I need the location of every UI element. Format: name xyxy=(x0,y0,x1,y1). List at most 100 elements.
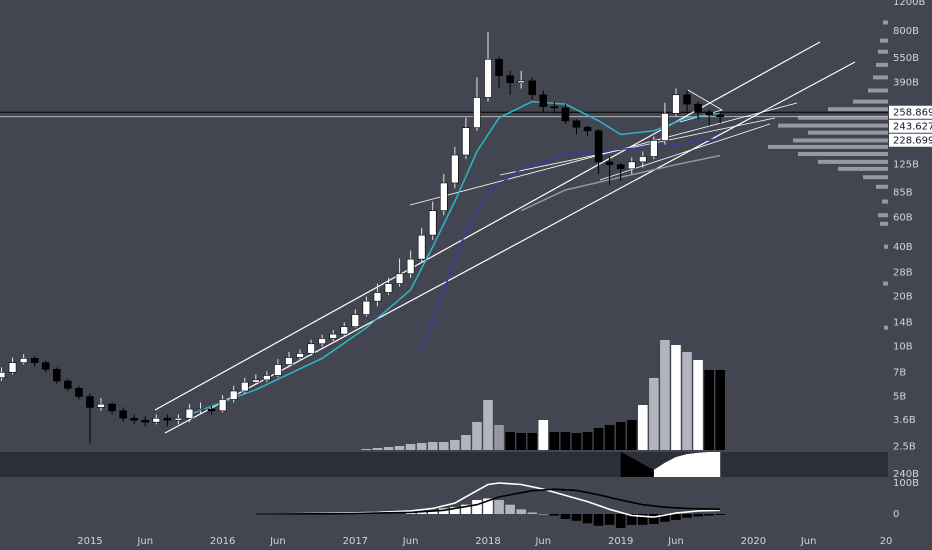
y-tick-label: 1200B xyxy=(893,0,925,8)
histogram-bar xyxy=(638,513,648,525)
candle-body xyxy=(672,94,680,114)
candle-body xyxy=(141,419,150,423)
volume-bar xyxy=(693,360,703,450)
volume xyxy=(361,340,726,450)
trendline xyxy=(409,102,798,206)
y-tick-label: 14B xyxy=(893,317,913,328)
candle-body xyxy=(462,127,470,156)
histogram-bar xyxy=(405,512,416,514)
candle-body xyxy=(0,371,6,378)
profile-bar xyxy=(818,159,888,164)
oscillator xyxy=(255,482,726,528)
histogram-bar xyxy=(704,513,714,516)
y-tick-label: 20B xyxy=(893,292,913,303)
histogram-bar xyxy=(571,513,582,521)
y-tick-label: 5B xyxy=(893,392,906,403)
candle-body xyxy=(340,326,349,335)
profile-bar xyxy=(878,49,888,54)
axes: 1200B 800B 550B 390B 125B 85B 60B 40B 28B 20B 14B 1… xyxy=(77,0,932,547)
y-tick-label: 85B xyxy=(893,187,913,198)
y-tick-label: 800B xyxy=(893,26,919,37)
price-label-box xyxy=(889,105,932,119)
histogram-bar xyxy=(416,511,427,514)
volume-bar xyxy=(505,432,515,450)
profile-bar xyxy=(768,144,888,149)
x-tick-label: Jun xyxy=(136,536,153,547)
profile-bar xyxy=(778,123,888,128)
price-label-box xyxy=(889,133,932,147)
osc-tick-label: 0 xyxy=(893,509,899,520)
y-tick-label: 2.5B xyxy=(893,441,916,452)
candle-body xyxy=(274,364,282,376)
y-tick-label: 10B xyxy=(893,342,913,353)
histogram-bar xyxy=(461,504,471,514)
volume-bar xyxy=(372,448,383,450)
candle-body xyxy=(428,210,437,236)
candle-body xyxy=(384,283,393,293)
histogram-bar xyxy=(527,512,538,514)
candle-body xyxy=(406,258,415,275)
candle-body xyxy=(373,292,382,302)
profile-bar xyxy=(883,281,888,286)
candle-body xyxy=(650,140,658,157)
candle-body xyxy=(108,403,116,412)
histogram-bar xyxy=(693,513,703,517)
volume-bar xyxy=(715,370,726,450)
histogram-bar xyxy=(604,513,615,525)
x-tick-label: 20 xyxy=(880,536,893,547)
profile-bar xyxy=(793,138,888,143)
x-tick-label: Jun xyxy=(667,536,684,547)
candle-body xyxy=(296,353,304,358)
candle-body xyxy=(97,403,105,408)
histogram-bar xyxy=(593,513,604,526)
volume-bar xyxy=(405,444,416,450)
volume-bar xyxy=(483,400,493,450)
volume-bar xyxy=(461,435,471,450)
histogram-bar xyxy=(671,513,681,520)
candle-body xyxy=(506,75,514,84)
volume-bar xyxy=(660,340,670,450)
strip-panel xyxy=(0,452,888,477)
histogram-bar xyxy=(715,513,726,515)
volume-bar xyxy=(638,405,648,450)
candles xyxy=(0,31,725,444)
profile-bar xyxy=(884,244,888,249)
candle-body xyxy=(196,408,205,411)
histogram-bar xyxy=(438,508,449,514)
strip-area xyxy=(653,452,721,477)
profile-bar xyxy=(863,175,888,180)
candle-body xyxy=(473,97,481,128)
trendline xyxy=(154,41,821,411)
candle-body xyxy=(263,375,271,381)
candle-body xyxy=(252,379,260,383)
candle-body xyxy=(705,111,713,116)
histogram-bar xyxy=(549,513,560,516)
profile-bar xyxy=(853,99,888,104)
price-label-box xyxy=(889,119,932,133)
volume-bar xyxy=(615,422,626,450)
volume-bar xyxy=(704,370,714,450)
volume-bar xyxy=(527,433,538,450)
candle-body xyxy=(351,314,360,327)
histogram-bar xyxy=(450,507,460,514)
candle-body xyxy=(52,368,61,382)
profile-bar xyxy=(798,151,888,156)
profile-bar xyxy=(873,75,888,80)
candle-body xyxy=(185,408,194,419)
x-tick-label: 2016 xyxy=(210,536,235,547)
candle-body xyxy=(362,300,371,315)
candle-body xyxy=(539,94,548,107)
y-tick-label: 60B xyxy=(893,213,913,224)
candle-body xyxy=(86,396,94,408)
candle-body xyxy=(119,410,127,419)
histogram-bar xyxy=(582,513,593,524)
candle-body xyxy=(163,417,172,421)
histogram-bar xyxy=(560,513,571,519)
candle-body xyxy=(307,343,315,354)
histogram-bar xyxy=(516,509,526,514)
histogram-bar xyxy=(682,513,692,518)
y-tick-label: 550B xyxy=(893,53,919,64)
x-tick-label: Jun xyxy=(534,536,551,547)
histogram-bar xyxy=(615,513,626,528)
